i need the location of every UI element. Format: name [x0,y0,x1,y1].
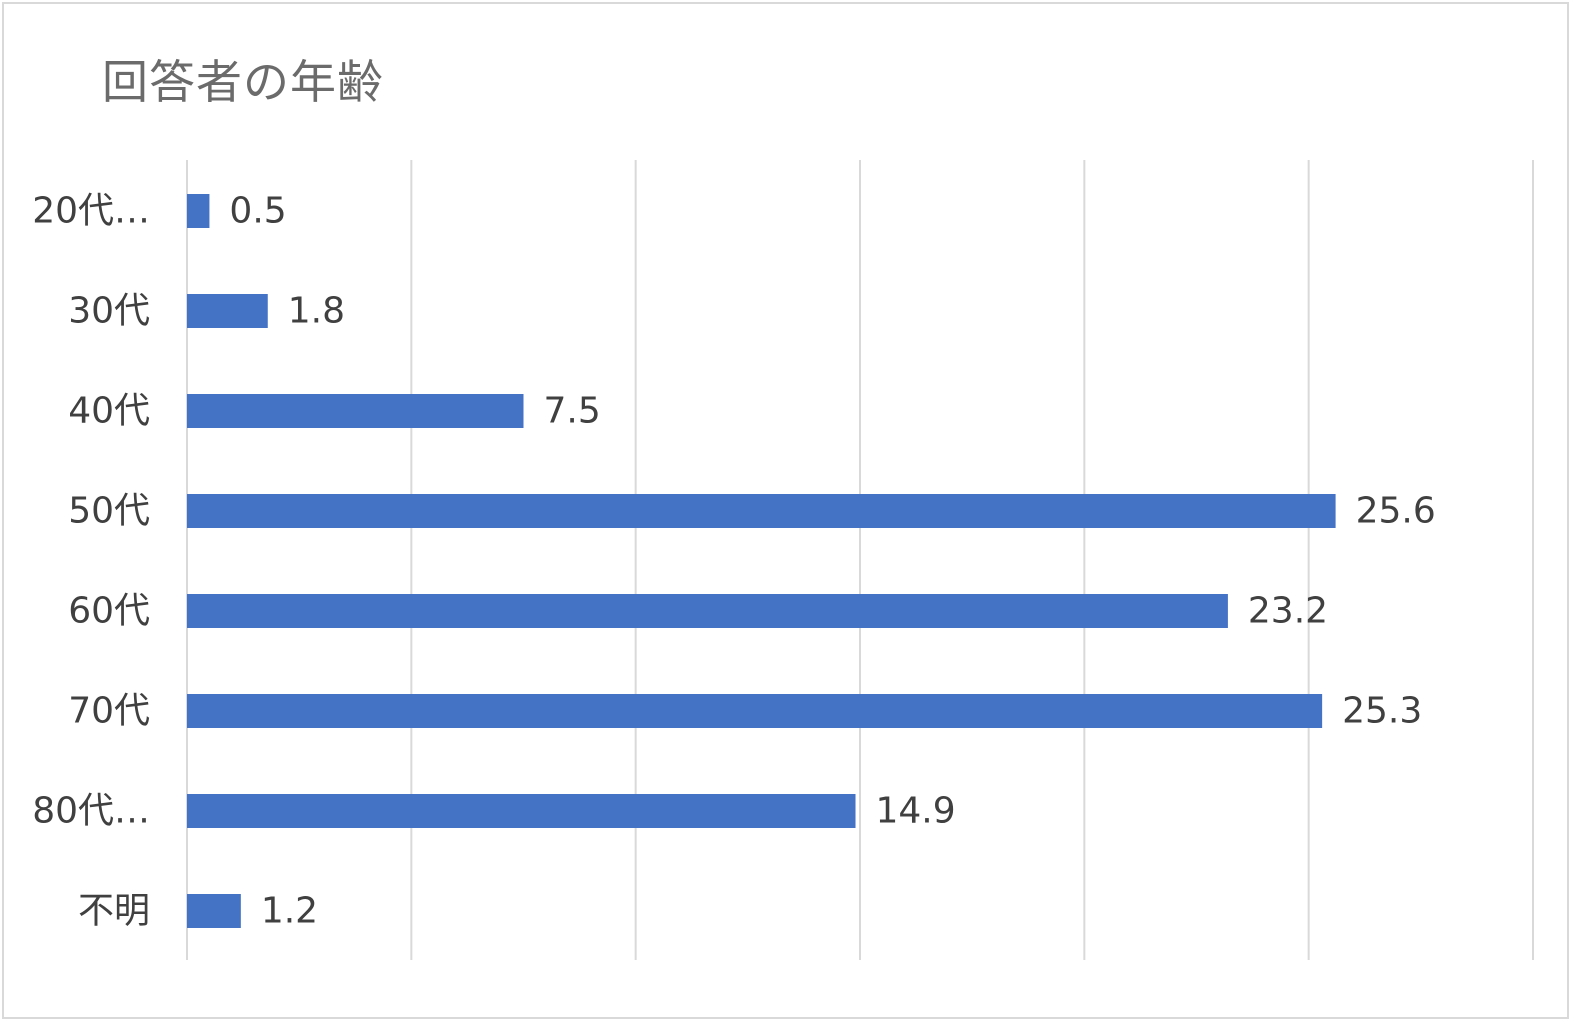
value-labels: 0.5 1.8 7.5 25.6 23.2 25.3 14.9 1.2 [229,191,1435,932]
bar [187,594,1228,628]
data-label: 23.2 [1248,591,1328,632]
data-label: 1.2 [261,891,318,932]
category-label: 40代 [68,391,150,432]
chart-title: 回答者の年齢 [102,55,384,109]
category-label: 20代… [32,191,150,232]
gridlines [186,160,1534,960]
data-label: 25.6 [1356,491,1436,532]
category-label: 80代… [32,791,150,832]
bar [187,894,241,928]
category-label: 60代 [68,591,150,632]
bar [187,394,524,428]
bar [187,794,856,828]
bar [187,194,210,228]
data-label: 25.3 [1342,691,1422,732]
category-label: 30代 [68,291,150,332]
category-label: 70代 [68,691,150,732]
bars [187,194,1336,928]
category-labels: 20代… 30代 40代 50代 60代 70代 80代… 不明 [32,191,150,932]
category-label: 不明 [78,891,150,932]
data-label: 0.5 [229,191,286,232]
bar [187,694,1323,728]
category-label: 50代 [68,491,150,532]
data-label: 7.5 [544,391,601,432]
data-label: 14.9 [876,791,956,832]
bar [187,494,1336,528]
bar [187,294,268,328]
data-label: 1.8 [288,291,345,332]
